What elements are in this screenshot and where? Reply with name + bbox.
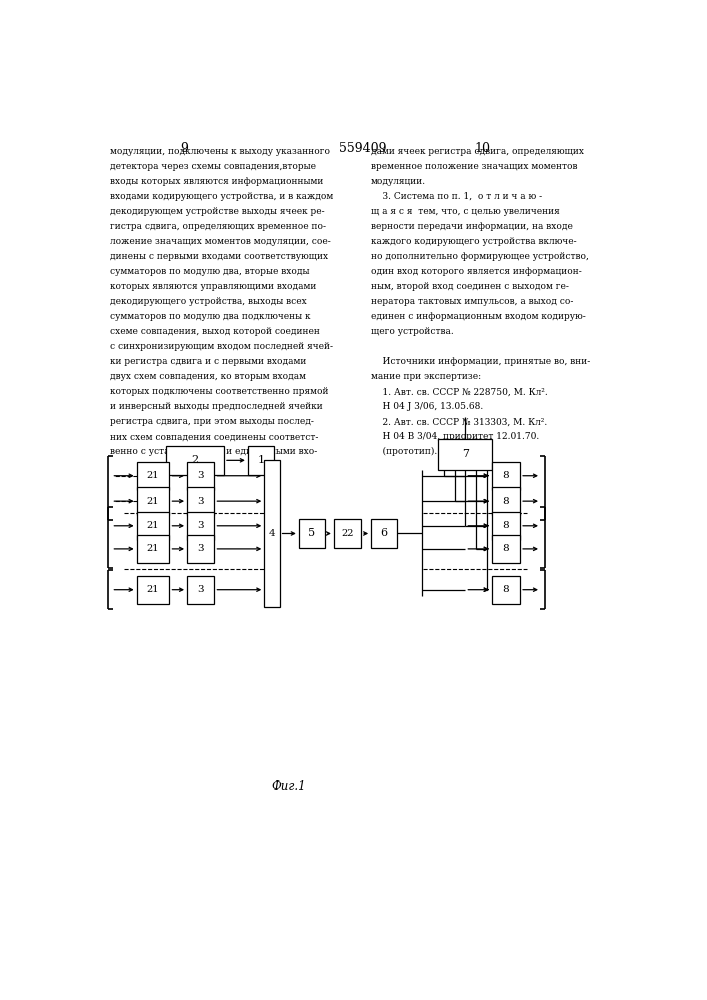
Text: входы которых являются информационными: входы которых являются информационными xyxy=(110,177,324,186)
Text: щего устройства.: щего устройства. xyxy=(370,327,453,336)
Text: 3: 3 xyxy=(197,471,204,480)
Text: верности передачи информации, на входе: верности передачи информации, на входе xyxy=(370,222,573,231)
FancyBboxPatch shape xyxy=(491,535,520,563)
Text: мание при экспертизе:: мание при экспертизе: xyxy=(370,372,481,381)
Text: Фиг.1: Фиг.1 xyxy=(271,780,305,793)
FancyBboxPatch shape xyxy=(491,462,520,490)
Text: декодирующего устройства, выходы всех: декодирующего устройства, выходы всех xyxy=(110,297,307,306)
Text: детектора через схемы совпадения,вторые: детектора через схемы совпадения,вторые xyxy=(110,162,316,171)
Text: 3: 3 xyxy=(197,521,204,530)
Text: схеме совпадения, выход которой соединен: схеме совпадения, выход которой соединен xyxy=(110,327,320,336)
Text: 21: 21 xyxy=(147,497,159,506)
Text: с синхронизирующим входом последней ячей-: с синхронизирующим входом последней ячей… xyxy=(110,342,333,351)
Text: 3: 3 xyxy=(197,497,204,506)
Text: 2. Авт. св. СССР № 313303, М. Кл².: 2. Авт. св. СССР № 313303, М. Кл². xyxy=(370,417,547,426)
Text: 8: 8 xyxy=(503,521,509,530)
Text: ки регистра сдвига и с первыми входами: ки регистра сдвига и с первыми входами xyxy=(110,357,307,366)
Text: 2: 2 xyxy=(192,455,199,465)
Text: них схем совпадения соединены соответст-: них схем совпадения соединены соответст- xyxy=(110,432,319,441)
FancyBboxPatch shape xyxy=(299,519,325,548)
FancyBboxPatch shape xyxy=(491,576,520,604)
FancyBboxPatch shape xyxy=(187,512,214,540)
Text: 3: 3 xyxy=(197,544,204,553)
Text: каждого кодирующего устройства включе-: каждого кодирующего устройства включе- xyxy=(370,237,576,246)
Text: сумматоров по модулю два, вторые входы: сумматоров по модулю два, вторые входы xyxy=(110,267,310,276)
FancyBboxPatch shape xyxy=(491,512,520,540)
Text: 10: 10 xyxy=(475,142,491,155)
FancyBboxPatch shape xyxy=(136,535,170,563)
Text: временное положение значащих моментов: временное положение значащих моментов xyxy=(370,162,577,171)
Text: модуляции.: модуляции. xyxy=(370,177,426,186)
Text: один вход которого является информацион-: один вход которого является информацион- xyxy=(370,267,581,276)
Text: регистра сдвига, при этом выходы послед-: регистра сдвига, при этом выходы послед- xyxy=(110,417,314,426)
Text: (прототип).: (прототип). xyxy=(370,447,437,456)
Text: венно с установочными и единичными вхо-: венно с установочными и единичными вхо- xyxy=(110,447,317,456)
Text: 5: 5 xyxy=(308,528,315,538)
Text: Н 04 J 3/06, 13.05.68.: Н 04 J 3/06, 13.05.68. xyxy=(370,402,483,411)
Text: которых подключены соответственно прямой: которых подключены соответственно прямой xyxy=(110,387,329,396)
Text: декодирующем устройстве выходы ячеек ре-: декодирующем устройстве выходы ячеек ре- xyxy=(110,207,325,216)
FancyBboxPatch shape xyxy=(187,487,214,515)
Text: 1: 1 xyxy=(257,455,264,465)
Text: нератора тактовых импульсов, а выход со-: нератора тактовых импульсов, а выход со- xyxy=(370,297,573,306)
FancyBboxPatch shape xyxy=(187,535,214,563)
Text: входами кодирующего устройства, и в каждом: входами кодирующего устройства, и в кажд… xyxy=(110,192,334,201)
Text: 4: 4 xyxy=(269,529,275,538)
Text: ным, второй вход соединен с выходом ге-: ным, второй вход соединен с выходом ге- xyxy=(370,282,568,291)
Text: Источники информации, принятые во, вни-: Источники информации, принятые во, вни- xyxy=(370,357,590,366)
Text: 9: 9 xyxy=(180,142,188,155)
Text: дами ячеек регистра сдвига, определяющих: дами ячеек регистра сдвига, определяющих xyxy=(370,147,583,156)
Text: которых являются управляющими входами: которых являются управляющими входами xyxy=(110,282,317,291)
Text: двух схем совпадения, ко вторым входам: двух схем совпадения, ко вторым входам xyxy=(110,372,306,381)
Text: 1. Авт. св. СССР № 228750, М. Кл².: 1. Авт. св. СССР № 228750, М. Кл². xyxy=(370,387,547,396)
FancyBboxPatch shape xyxy=(264,460,279,607)
Text: 22: 22 xyxy=(341,529,354,538)
FancyBboxPatch shape xyxy=(371,519,397,548)
FancyBboxPatch shape xyxy=(136,487,170,515)
Text: но дополнительно формирующее устройство,: но дополнительно формирующее устройство, xyxy=(370,252,588,261)
Text: щ а я с я  тем, что, с целью увеличения: щ а я с я тем, что, с целью увеличения xyxy=(370,207,559,216)
Text: 21: 21 xyxy=(147,585,159,594)
Text: сумматоров по модулю два подключены к: сумматоров по модулю два подключены к xyxy=(110,312,311,321)
FancyBboxPatch shape xyxy=(136,462,170,490)
Text: гистра сдвига, определяющих временное по-: гистра сдвига, определяющих временное по… xyxy=(110,222,327,231)
Text: 6: 6 xyxy=(380,528,388,538)
Text: 8: 8 xyxy=(503,585,509,594)
Text: 559409: 559409 xyxy=(339,142,386,155)
Text: модуляции, подключены к выходу указанного: модуляции, подключены к выходу указанног… xyxy=(110,147,330,156)
FancyBboxPatch shape xyxy=(491,487,520,515)
FancyBboxPatch shape xyxy=(136,512,170,540)
Text: 21: 21 xyxy=(147,544,159,553)
FancyBboxPatch shape xyxy=(248,446,274,475)
FancyBboxPatch shape xyxy=(187,462,214,490)
Text: 3: 3 xyxy=(197,585,204,594)
FancyBboxPatch shape xyxy=(438,439,492,470)
Text: 7: 7 xyxy=(462,449,469,459)
Text: 8: 8 xyxy=(503,497,509,506)
FancyBboxPatch shape xyxy=(136,576,170,604)
Text: и инверсный выходы предпоследней ячейки: и инверсный выходы предпоследней ячейки xyxy=(110,402,323,411)
FancyBboxPatch shape xyxy=(334,519,361,548)
Text: 21: 21 xyxy=(147,521,159,530)
Text: Н 04 В 3/04, приоритет 12.01.70.: Н 04 В 3/04, приоритет 12.01.70. xyxy=(370,432,539,441)
Text: 3. Система по п. 1,  о т л и ч а ю -: 3. Система по п. 1, о т л и ч а ю - xyxy=(370,192,542,201)
FancyBboxPatch shape xyxy=(166,446,224,475)
Text: единен с информационным входом кодирую-: единен с информационным входом кодирую- xyxy=(370,312,585,321)
Text: ложение значащих моментов модуляции, сое-: ложение значащих моментов модуляции, сое… xyxy=(110,237,331,246)
Text: 21: 21 xyxy=(147,471,159,480)
Text: динены с первыми входами соответствующих: динены с первыми входами соответствующих xyxy=(110,252,329,261)
FancyBboxPatch shape xyxy=(187,576,214,604)
Text: 8: 8 xyxy=(503,471,509,480)
Text: 8: 8 xyxy=(503,544,509,553)
